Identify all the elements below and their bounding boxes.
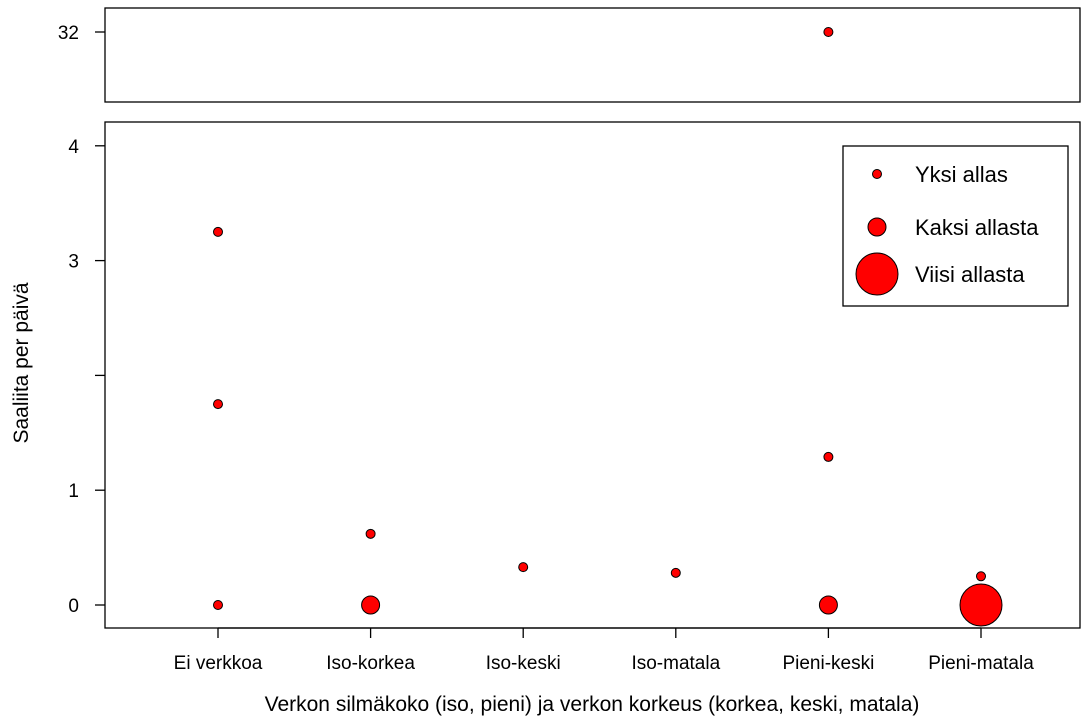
data-point <box>670 567 681 578</box>
data-point <box>365 528 376 539</box>
y-tick-label-lower: 1 <box>68 481 79 502</box>
legend-label: Yksi allas <box>915 162 1008 187</box>
x-tick-label: Iso-keski <box>486 653 561 674</box>
x-tick-label: Pieni-matala <box>928 653 1034 674</box>
x-axis: Ei verkkoa Iso-korkea Iso-keski Iso-matala P… <box>174 627 1034 674</box>
data-point <box>976 571 986 582</box>
x-tick-label: Iso-korkea <box>326 653 415 674</box>
data-point <box>361 595 381 615</box>
y-tick-label-lower: 3 <box>68 252 79 273</box>
x-tick-label: Pieni-keski <box>782 653 874 674</box>
legend: Yksi allas Kaksi allasta Viisi allasta <box>842 145 1069 307</box>
legend-label: Viisi allasta <box>915 262 1025 287</box>
legend-label: Kaksi allasta <box>915 215 1039 240</box>
y-axis-title: Saaliita per päivä <box>10 282 33 443</box>
data-points <box>213 27 1003 627</box>
data-point <box>213 399 223 410</box>
data-point <box>823 451 834 462</box>
data-point <box>518 562 529 573</box>
x-axis-title: Verkon silmäkoko (iso, pieni) ja verkon … <box>265 693 920 716</box>
y-tick-label-upper: 32 <box>58 23 79 44</box>
legend-marker <box>872 169 882 179</box>
y-tick-label-lower: 0 <box>68 596 79 617</box>
y-axis-lower: 0 1 3 4 <box>68 137 105 617</box>
x-tick-label: Iso-matala <box>631 653 720 674</box>
legend-marker <box>867 217 887 237</box>
legend-marker <box>855 252 899 296</box>
data-point <box>213 226 223 237</box>
data-point <box>818 595 838 615</box>
data-point <box>213 600 223 610</box>
y-tick-label-lower: 4 <box>68 137 79 158</box>
data-point <box>959 583 1003 627</box>
upper-plot-frame <box>104 7 1081 103</box>
data-point <box>823 27 834 37</box>
y-axis-upper: 32 <box>58 23 105 44</box>
x-tick-label: Ei verkkoa <box>174 653 263 674</box>
